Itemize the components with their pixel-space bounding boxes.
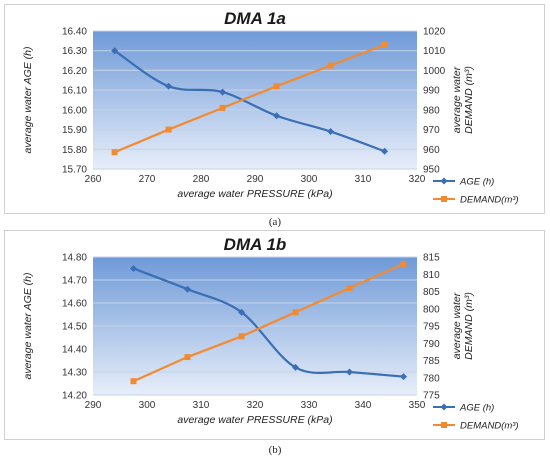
x-tick-label: 340 bbox=[355, 400, 372, 411]
series-age-point bbox=[219, 88, 227, 96]
series-age-point bbox=[292, 363, 299, 371]
y-left-axis-label: average water AGE (h) bbox=[22, 47, 34, 154]
series-age-line bbox=[113, 49, 385, 153]
series-demand-point bbox=[400, 260, 407, 267]
series-age-point bbox=[238, 308, 245, 316]
series-age-point bbox=[327, 128, 335, 136]
series-age-point bbox=[346, 368, 353, 376]
y-left-tick-label: 14.70 bbox=[62, 276, 87, 287]
x-tick-label: 270 bbox=[139, 174, 156, 185]
x-tick-label: 320 bbox=[247, 400, 264, 411]
y-right-tick-label: 950 bbox=[423, 165, 440, 176]
series-demand-line bbox=[133, 262, 404, 383]
x-tick-label: 260 bbox=[85, 174, 102, 185]
series-age-point bbox=[381, 147, 389, 155]
series-age-point bbox=[184, 285, 191, 293]
series-age-point bbox=[400, 373, 407, 381]
x-tick-label: 330 bbox=[301, 400, 318, 411]
y-right-tick-label: 990 bbox=[423, 86, 440, 97]
series-age-point bbox=[111, 47, 119, 55]
series-demand-point bbox=[219, 104, 226, 111]
figure-caption-b: (b) bbox=[268, 444, 282, 456]
x-tick-label: 280 bbox=[193, 174, 210, 185]
legend-demand-marker bbox=[441, 196, 447, 202]
y-right-tick-label: 1020 bbox=[423, 27, 446, 38]
x-tick-label: 300 bbox=[139, 400, 156, 411]
y-left-tick-label: 16.40 bbox=[62, 27, 87, 38]
series-demand-point bbox=[346, 285, 353, 292]
x-tick-label: 310 bbox=[355, 174, 372, 185]
y-right-tick-label: 780 bbox=[423, 373, 440, 384]
series-age-line bbox=[133, 267, 404, 378]
y-left-tick-label: 15.90 bbox=[62, 125, 87, 136]
y-left-axis-label: average water AGE (h) bbox=[22, 273, 34, 380]
y-right-axis-label-line1: average water bbox=[451, 66, 463, 133]
y-right-tick-label: 1000 bbox=[423, 66, 446, 77]
series-demand-line bbox=[114, 43, 385, 154]
x-axis-label: average water PRESSURE (kPa) bbox=[177, 414, 332, 426]
y-right-tick-label: 1010 bbox=[423, 46, 446, 57]
x-tick-label: 290 bbox=[247, 174, 264, 185]
y-right-tick-label: 795 bbox=[423, 322, 440, 333]
legend-demand-marker bbox=[441, 422, 447, 428]
chart-panel-dma-1a: DMA 1a 15.70 15.80 15.90 16.00 16.10 16.20 16.3… bbox=[4, 4, 545, 214]
series-demand-point bbox=[327, 62, 334, 69]
series-demand-point bbox=[165, 126, 172, 133]
y-left-tick-label: 14.50 bbox=[62, 322, 87, 333]
y-right-tick-label: 980 bbox=[423, 105, 440, 116]
y-left-tick-label: 15.70 bbox=[62, 165, 87, 176]
series-age-point bbox=[165, 82, 173, 90]
legend-demand-label: DEMAND(m³) bbox=[460, 195, 519, 206]
y-left-tick-label: 14.40 bbox=[62, 345, 87, 356]
y-right-tick-label: 785 bbox=[423, 356, 440, 367]
series-demand-point bbox=[273, 83, 280, 90]
y-left-tick-label: 14.20 bbox=[62, 391, 87, 402]
y-left-tick-label: 16.30 bbox=[62, 46, 87, 57]
y-left-tick-label: 16.20 bbox=[62, 66, 87, 77]
legend-age-label: AGE (h) bbox=[459, 403, 494, 414]
series-demand-point bbox=[238, 333, 245, 340]
legend-demand-label: DEMAND(m³) bbox=[460, 421, 519, 432]
series-age-point bbox=[273, 112, 281, 120]
series-demand-point bbox=[111, 149, 118, 156]
y-left-tick-label: 14.30 bbox=[62, 368, 87, 379]
y-right-tick-label: 970 bbox=[423, 125, 440, 136]
x-axis-label: average water PRESSURE (kPa) bbox=[177, 188, 332, 200]
chart-dma-1b: DMA 1b 14.20 14.30 14.40 14.50 14.60 14.70 14.8… bbox=[22, 235, 519, 432]
legend-age-marker bbox=[440, 177, 448, 185]
x-tick-label: 310 bbox=[193, 400, 210, 411]
y-left-tick-label: 15.80 bbox=[62, 145, 87, 156]
y-right-tick-label: 960 bbox=[423, 145, 440, 156]
y-left-tick-label: 14.60 bbox=[62, 299, 87, 310]
chart-dma-1a: DMA 1a 15.70 15.80 15.90 16.00 16.10 16.20 16.3… bbox=[22, 9, 519, 206]
y-right-tick-label: 790 bbox=[423, 339, 440, 350]
x-tick-label: 350 bbox=[409, 400, 426, 411]
x-tick-label: 320 bbox=[409, 174, 426, 185]
series-age-point bbox=[130, 265, 137, 272]
legend-age-label: AGE (h) bbox=[459, 177, 494, 188]
legend-age-marker bbox=[440, 403, 448, 411]
series-demand-point bbox=[292, 309, 299, 316]
y-right-tick-label: 800 bbox=[423, 304, 440, 315]
y-right-axis-label-line1: average water bbox=[451, 292, 463, 359]
series-demand-point bbox=[130, 378, 137, 385]
y-right-tick-label: 810 bbox=[423, 270, 440, 281]
y-right-tick-label: 805 bbox=[423, 287, 440, 298]
y-right-axis-label-line2: DEMAND (m³) bbox=[463, 66, 475, 134]
y-right-tick-label: 815 bbox=[423, 253, 440, 264]
figure-caption-a: (a) bbox=[268, 216, 282, 228]
chart-title: DMA 1b bbox=[224, 235, 287, 254]
series-demand-point bbox=[381, 41, 388, 48]
y-left-tick-label: 16.10 bbox=[62, 86, 87, 97]
y-left-tick-label: 14.80 bbox=[62, 253, 87, 264]
y-right-axis-label-line2: DEMAND (m³) bbox=[463, 292, 475, 360]
y-left-tick-label: 16.00 bbox=[62, 105, 87, 116]
series-demand-point bbox=[184, 354, 191, 361]
x-tick-label: 290 bbox=[85, 400, 102, 411]
y-right-tick-label: 775 bbox=[423, 391, 440, 402]
chart-title: DMA 1a bbox=[224, 9, 286, 28]
x-tick-label: 300 bbox=[301, 174, 318, 185]
chart-panel-dma-1b: DMA 1b 14.20 14.30 14.40 14.50 14.60 14.70 14.8… bbox=[4, 230, 545, 440]
